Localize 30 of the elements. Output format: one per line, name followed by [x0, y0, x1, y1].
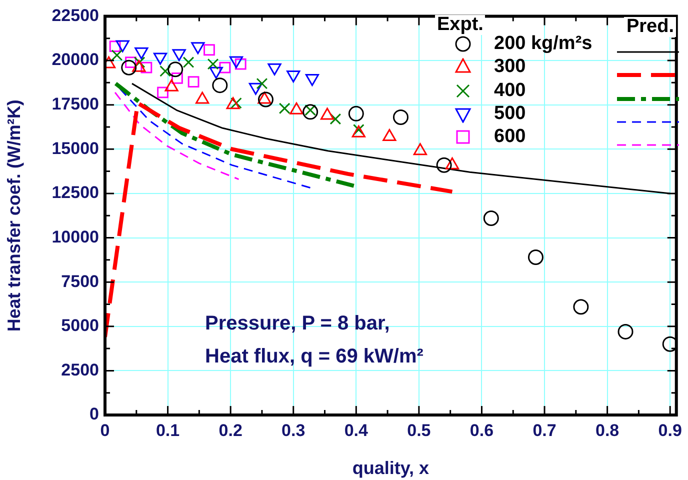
x-axis-title: quality, x	[352, 458, 430, 478]
y-tick-label: 12500	[52, 183, 99, 202]
legend-label: 300	[494, 56, 526, 78]
legend-label: 200 kg/m²s	[494, 33, 592, 54]
y-tick-label: 0	[90, 404, 99, 424]
y-tick-label: 10000	[52, 227, 99, 246]
y-tick-label: 17500	[52, 94, 99, 114]
x-tick-label: 0.8	[595, 420, 620, 440]
y-tick-label: 2500	[61, 360, 99, 380]
x-tick-label: 0.7	[532, 420, 556, 440]
y-tick-label: 20000	[52, 50, 99, 70]
x-tick-label: 0.3	[282, 420, 306, 440]
legend-label: 400	[494, 80, 526, 101]
y-tick-label: 5000	[61, 316, 99, 336]
y-tick-label: 15000	[52, 138, 99, 158]
annotation: Pred.	[624, 16, 676, 37]
annotation: Heat flux, q = 69 kW/m²	[205, 346, 424, 368]
legend-label: 600	[494, 126, 526, 148]
x-tick-label: 0.2	[218, 420, 242, 440]
y-tick-label: 22500	[52, 6, 99, 25]
x-tick-label: 0.5	[407, 420, 431, 440]
y-axis-title: Heat transfer coef. (W/m²K)	[4, 100, 24, 332]
x-tick-label: 0.1	[156, 420, 180, 440]
x-tick-label: 0.9	[658, 420, 682, 440]
x-tick-label: 0.6	[470, 420, 494, 440]
legend-label: 500	[494, 102, 526, 124]
x-tick-label: 0.4	[344, 420, 369, 440]
annotation: Pressure, P = 8 bar,	[205, 312, 390, 335]
legend-title: Expt.	[435, 14, 486, 35]
y-tick-label: 7500	[61, 272, 99, 291]
